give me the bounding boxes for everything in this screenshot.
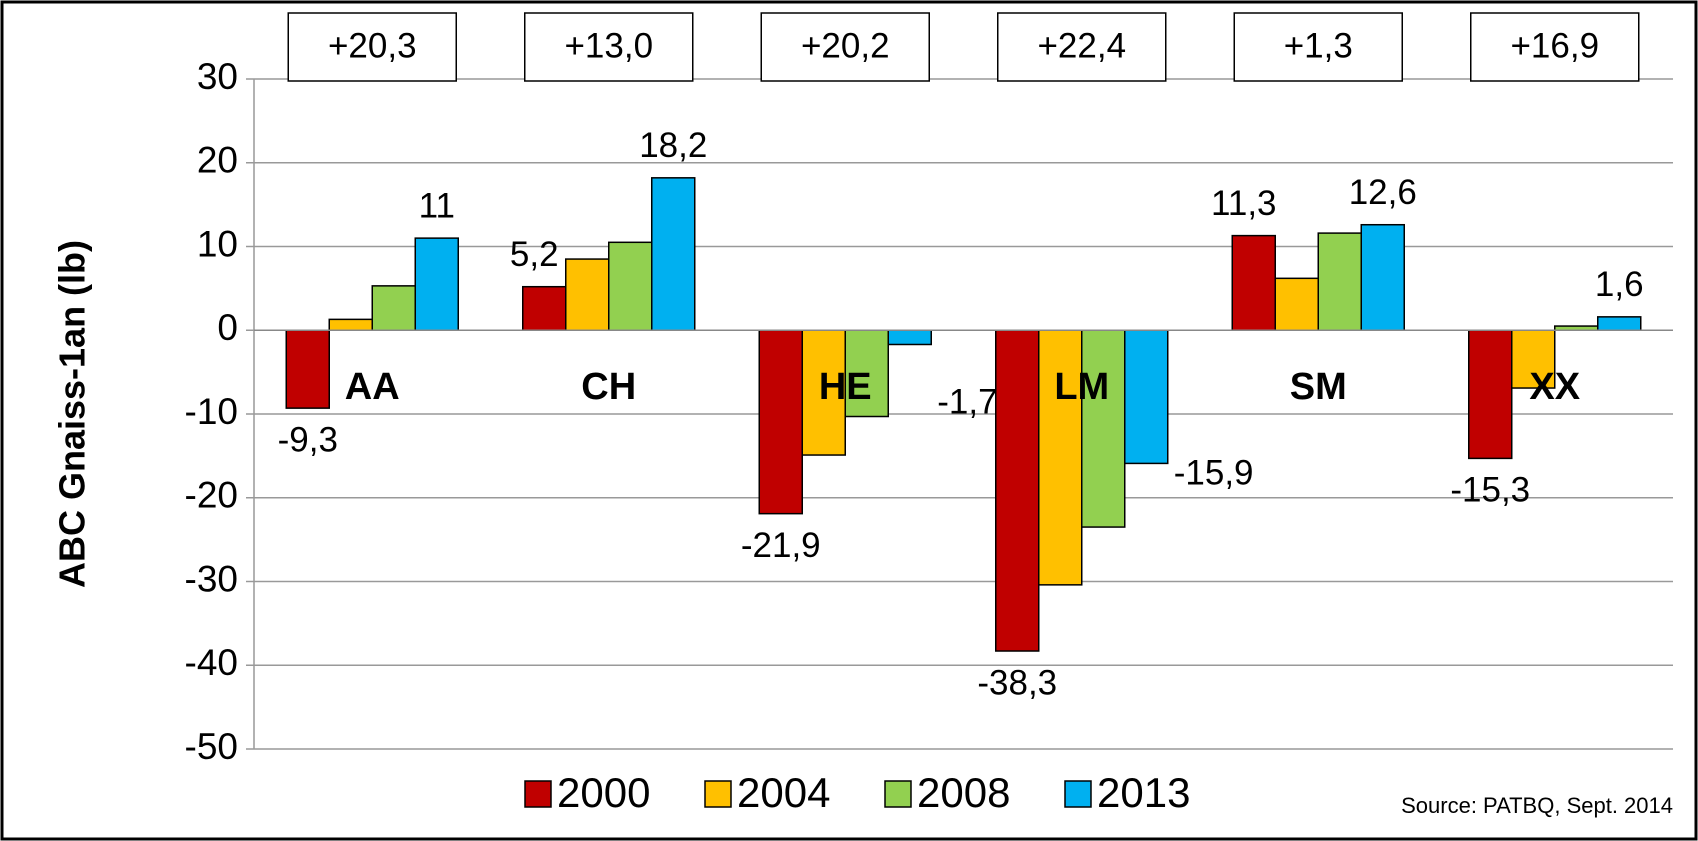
category-label: XX: [1529, 366, 1580, 408]
annotation: +22,4: [1037, 26, 1126, 65]
bar: [801, 329, 846, 456]
annotation: +16,9: [1510, 26, 1599, 65]
data-label: -15,9: [1174, 454, 1254, 493]
legend-label: 2013: [1097, 769, 1190, 816]
annotation: +13,0: [564, 26, 653, 65]
bar: [1124, 329, 1169, 465]
bar: [887, 329, 932, 346]
bar: [1038, 329, 1083, 586]
data-label: 11: [419, 186, 455, 225]
bar: [995, 329, 1040, 652]
category-label: LM: [1054, 366, 1109, 408]
bar: [1468, 329, 1513, 460]
category-label: AA: [345, 366, 400, 408]
bar: [328, 318, 373, 331]
legend-swatch: [524, 780, 552, 808]
data-label: 5,2: [510, 235, 559, 274]
bar: [1511, 329, 1556, 389]
data-label: -21,9: [741, 526, 821, 565]
bar: [608, 241, 653, 331]
bar: [1597, 316, 1642, 332]
category-label: HE: [819, 366, 872, 408]
annotation-box: [1233, 12, 1403, 82]
bar: [371, 285, 416, 331]
legend-swatch: [884, 780, 912, 808]
bar: [1317, 232, 1362, 332]
category-label: CH: [581, 366, 636, 408]
bar: [758, 329, 803, 515]
data-label: -38,3: [977, 663, 1057, 702]
data-label: -9,3: [278, 420, 338, 459]
bar: [1274, 277, 1319, 332]
y-tick-label: 30: [197, 56, 238, 97]
data-label: -15,3: [1450, 471, 1530, 510]
bar: [565, 258, 610, 331]
annotation-box: [524, 12, 694, 82]
data-label: 11,3: [1211, 184, 1277, 223]
annotation: +1,3: [1284, 26, 1353, 65]
y-tick-label: -40: [185, 642, 238, 683]
legend-swatch: [704, 780, 732, 808]
legend-label: 2000: [557, 769, 650, 816]
annotation-box: [287, 12, 457, 82]
data-label: -1,7: [937, 383, 997, 422]
annotation: +20,3: [328, 26, 417, 65]
y-tick-label: -20: [185, 475, 238, 516]
bar: [1081, 329, 1126, 528]
y-tick-label: -50: [185, 726, 238, 767]
bar: [1360, 223, 1405, 332]
bar: [1231, 234, 1276, 331]
bar: [522, 285, 567, 332]
legend-swatch: [1064, 780, 1092, 808]
bar: [285, 329, 330, 409]
category-label: SM: [1290, 366, 1347, 408]
annotation-box: [997, 12, 1167, 82]
y-tick-label: 10: [197, 223, 238, 264]
y-tick-label: -10: [185, 391, 238, 432]
annotation-box: [1470, 12, 1640, 82]
annotation: +20,2: [801, 26, 890, 65]
annotation-box: [760, 12, 930, 82]
data-label: 12,6: [1349, 173, 1417, 212]
data-label: 1,6: [1595, 265, 1644, 304]
y-axis-label: ABC Gnaiss-1an (lb): [52, 240, 93, 588]
y-tick-label: 20: [197, 140, 238, 181]
bar: [414, 237, 459, 331]
source: Source: PATBQ, Sept. 2014: [1401, 793, 1673, 818]
legend-label: 2004: [737, 769, 830, 816]
legend-label: 2008: [917, 769, 1010, 816]
data-label: 18,2: [639, 126, 707, 165]
y-tick-label: -30: [185, 558, 238, 599]
y-tick-label: 0: [217, 307, 238, 348]
bar: [651, 177, 696, 331]
bar: [844, 329, 889, 418]
